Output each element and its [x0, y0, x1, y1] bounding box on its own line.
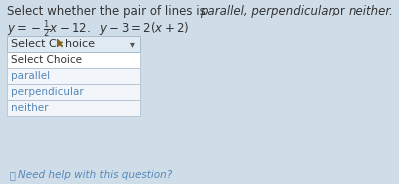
- FancyBboxPatch shape: [7, 68, 140, 84]
- Text: Select whether the pair of lines is: Select whether the pair of lines is: [7, 5, 209, 18]
- Text: Select Choice: Select Choice: [12, 55, 83, 65]
- Text: ▾: ▾: [130, 39, 134, 49]
- FancyBboxPatch shape: [7, 100, 140, 116]
- Text: $y = -\frac{1}{2}x - 12.$  $y - 3 = 2(x + 2)$: $y = -\frac{1}{2}x - 12.$ $y - 3 = 2(x +…: [7, 18, 189, 40]
- FancyBboxPatch shape: [7, 52, 140, 68]
- Text: neither: neither: [12, 103, 49, 113]
- Text: neither.: neither.: [348, 5, 393, 18]
- Text: Need help with this question?: Need help with this question?: [18, 170, 172, 180]
- Text: perpendicular: perpendicular: [12, 87, 84, 97]
- Text: or: or: [330, 5, 349, 18]
- Text: hoice: hoice: [65, 39, 95, 49]
- Text: parallel, perpendicular,: parallel, perpendicular,: [200, 5, 336, 18]
- Text: parallel: parallel: [12, 71, 51, 81]
- Text: ⓘ: ⓘ: [10, 170, 16, 180]
- FancyBboxPatch shape: [7, 84, 140, 100]
- Text: Select C: Select C: [12, 39, 57, 49]
- FancyBboxPatch shape: [7, 36, 140, 52]
- Polygon shape: [57, 39, 63, 47]
